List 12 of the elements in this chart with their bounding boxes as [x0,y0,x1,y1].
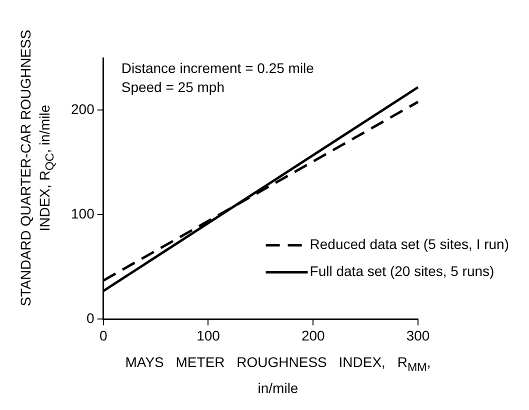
annotation: Speed = 25 mph [121,78,224,95]
x-tick-label: 200 [301,327,326,344]
legend-label: Reduced data set (5 sites, I run) [310,236,510,252]
y-tick-label: 0 [86,310,95,326]
y-tick-label: 100 [71,206,95,222]
x-tick-label: 300 [406,327,430,344]
annotation: Distance increment = 0.25 mile [121,60,314,76]
x-tick-label: 0 [99,327,108,344]
text: MAYS METER ROUGHNESS INDEX, R$_{MM}$, in/mile [125,354,431,396]
legend-label: Full data set (20 sites, 5 runs) [310,263,494,280]
y-tick-label: 200 [71,101,95,118]
x-tick-label: 100 [196,327,220,344]
